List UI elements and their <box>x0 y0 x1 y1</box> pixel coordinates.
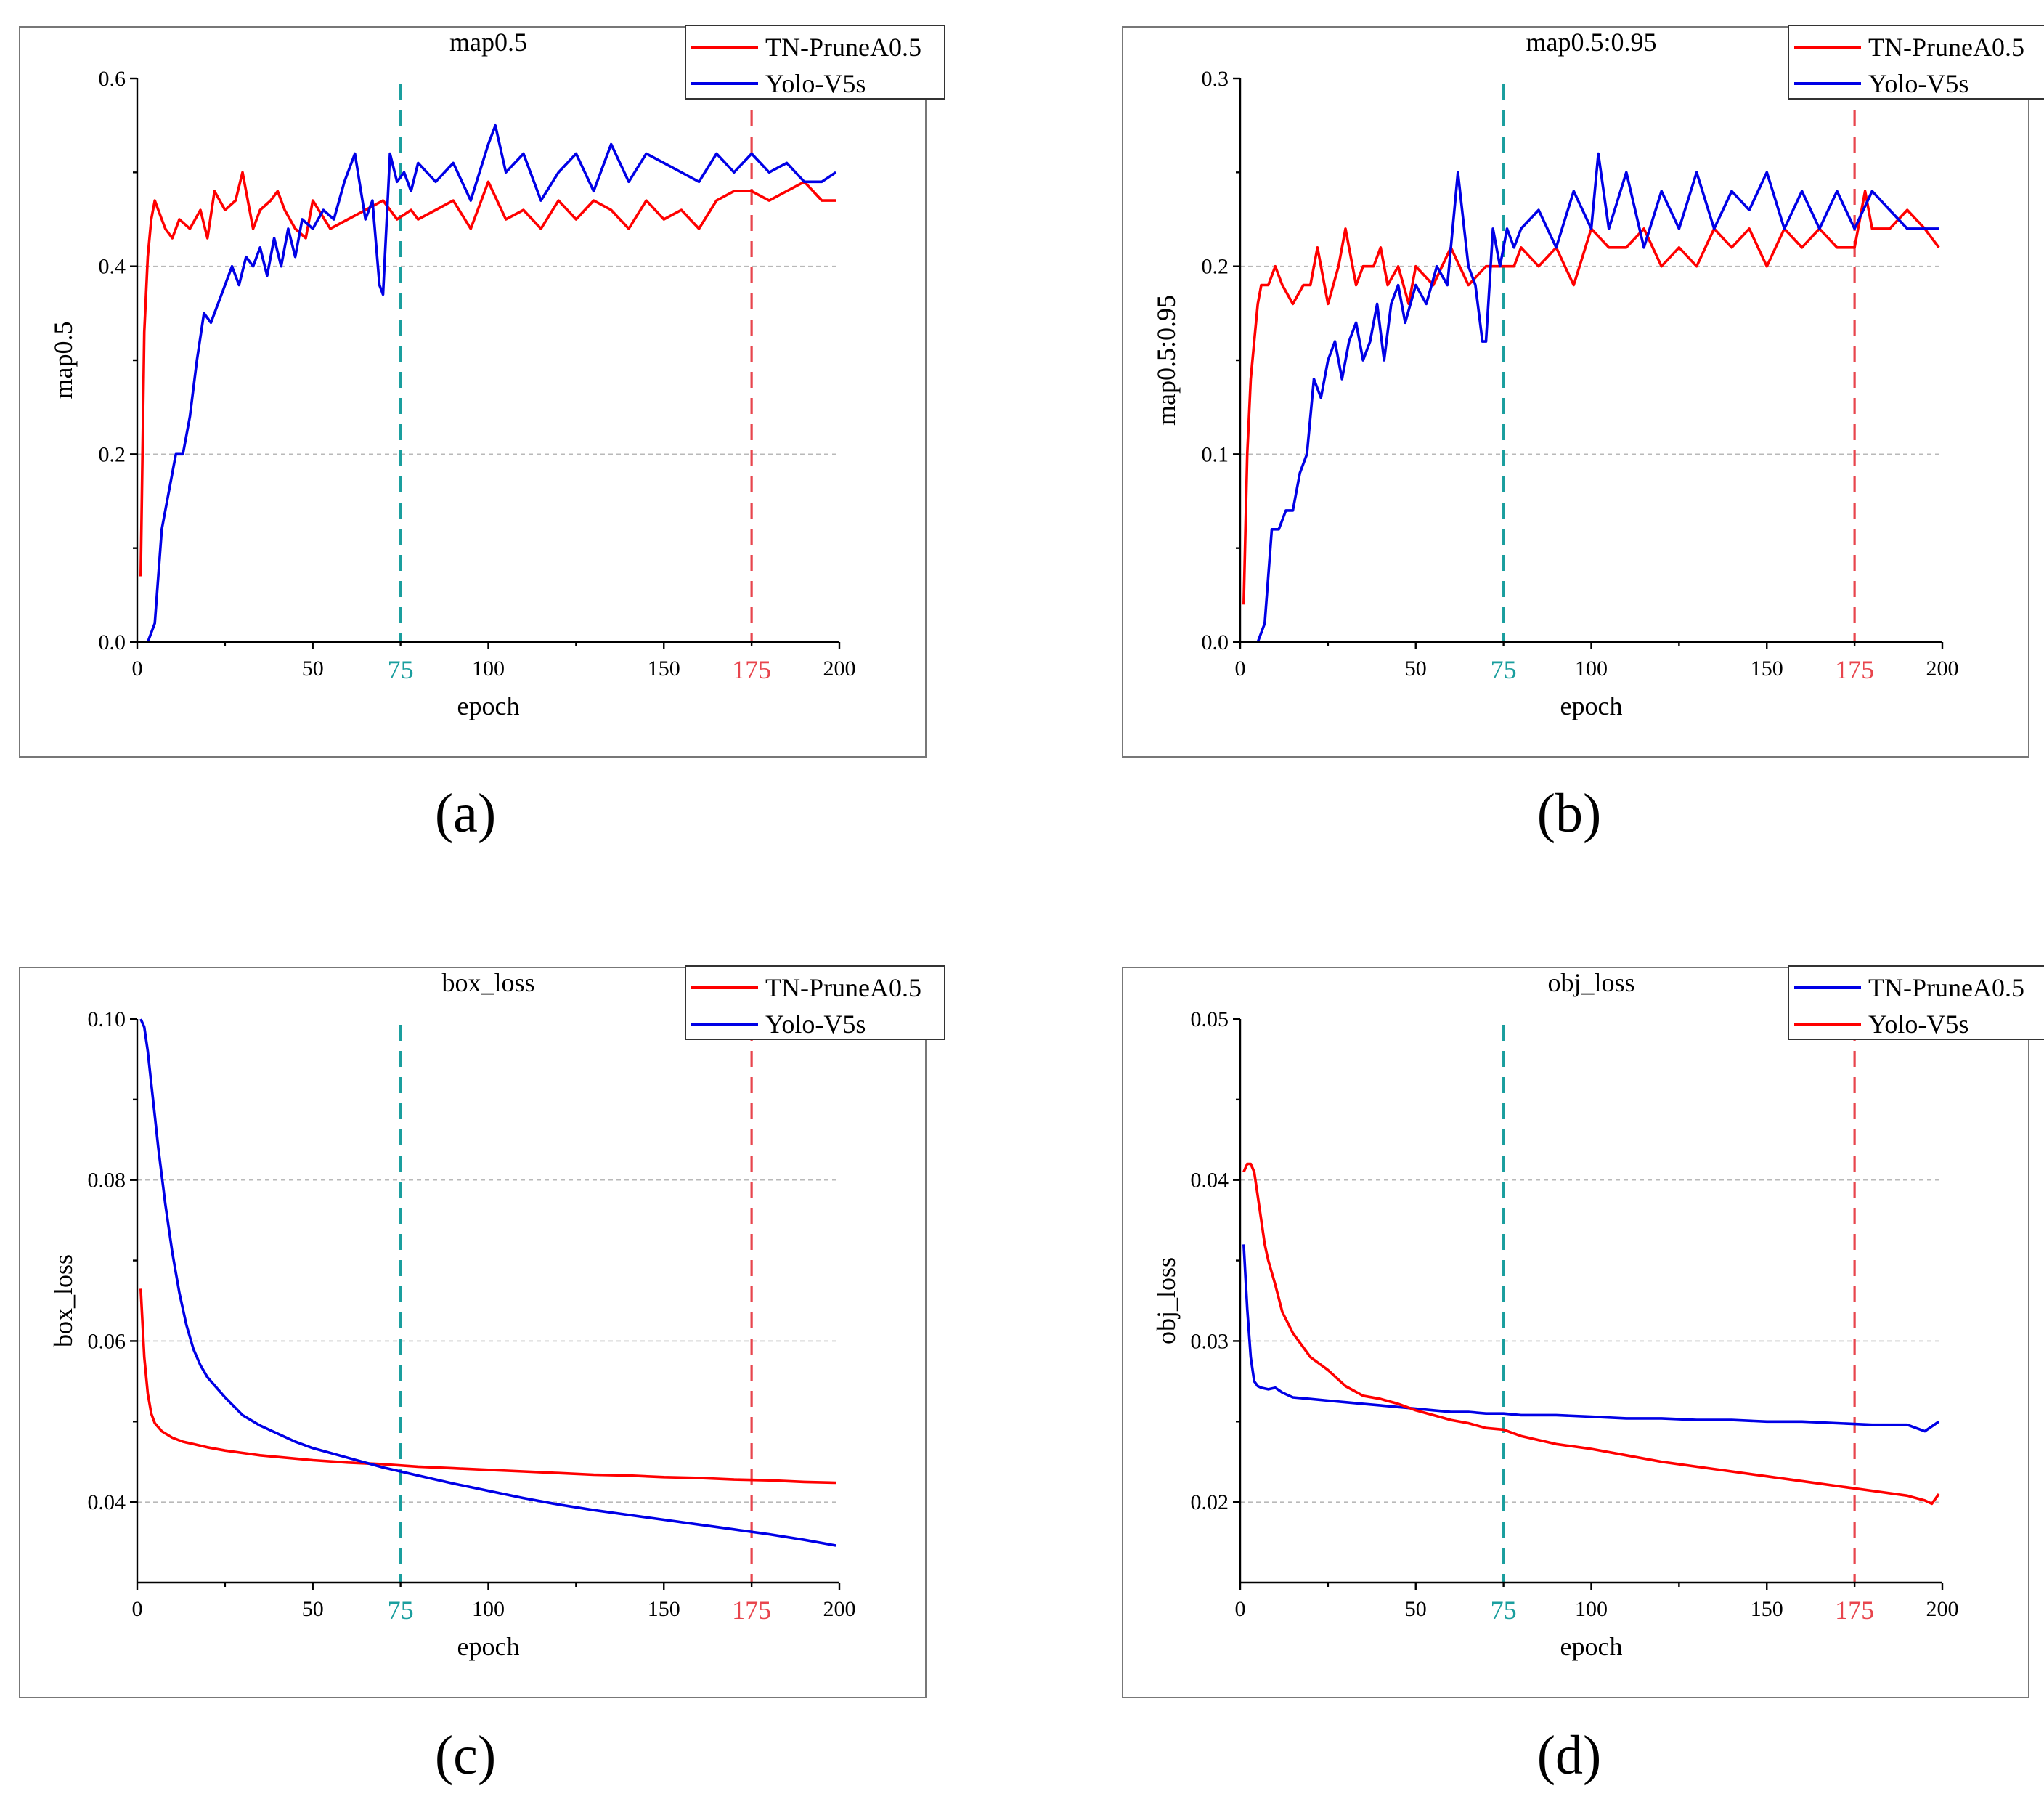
legend-box <box>1788 965 2044 1040</box>
marker-label-175: 175 <box>1835 655 1874 684</box>
marker-label-75: 75 <box>388 655 414 684</box>
x-tick-label: 100 <box>1575 657 1608 681</box>
legend: TN-PruneA0.5 Yolo-V5s <box>685 25 945 100</box>
chart-panel-d: 0.02 0.03 0.04 0.05 0 50 100 150 200 75 175 epoch ob… <box>1122 965 2044 1786</box>
y-axis-label: map0.5 <box>49 322 78 399</box>
series-line-first <box>139 171 836 577</box>
y-tick-label: 0.06 <box>88 1329 126 1353</box>
panel-frame <box>1122 967 2029 1698</box>
marker-label-175: 175 <box>1835 1596 1874 1625</box>
panel-label-a: (a) <box>435 783 496 844</box>
x-tick-label: 0 <box>1235 657 1246 681</box>
panel-label-b: (b) <box>1537 783 1602 844</box>
x-axis-label: epoch <box>457 1632 520 1661</box>
legend-label: Yolo-V5s <box>765 1010 866 1039</box>
series-line-second <box>140 123 837 643</box>
x-tick-label: 50 <box>1405 657 1427 681</box>
marker-label-75: 75 <box>388 1596 414 1625</box>
x-tick-label: 150 <box>1751 1597 1783 1621</box>
series-line-second <box>1243 152 1939 643</box>
x-tick-label: 100 <box>1575 1597 1608 1621</box>
marker-label-75: 75 <box>1491 1596 1517 1625</box>
x-tick-label: 100 <box>472 1597 505 1621</box>
y-tick-label: 0.2 <box>99 442 126 466</box>
y-tick-label: 0.6 <box>99 67 126 91</box>
legend-label: Yolo-V5s <box>1868 69 1968 98</box>
x-tick-label: 150 <box>648 657 680 681</box>
x-tick-label: 0 <box>132 1597 143 1621</box>
y-tick-label: 0.10 <box>88 1007 126 1031</box>
panel-frame <box>19 967 927 1698</box>
y-axis-label: obj_loss <box>1152 1257 1181 1344</box>
marker-label-175: 175 <box>732 655 771 684</box>
y-tick-label: 0.3 <box>1202 67 1229 91</box>
legend: TN-PruneA0.5 Yolo-V5s <box>1788 965 2044 1040</box>
legend: TN-PruneA0.5 Yolo-V5s <box>685 965 945 1040</box>
series-line-second <box>1242 1162 1940 1506</box>
legend-label: TN-PruneA0.5 <box>765 33 921 62</box>
legend-label: Yolo-V5s <box>765 69 866 98</box>
series-line-first <box>139 1288 836 1485</box>
x-tick-label: 100 <box>472 657 505 681</box>
series-line-first <box>1242 190 1940 605</box>
x-tick-label: 150 <box>648 1597 680 1621</box>
y-tick-label: 0.0 <box>99 630 126 654</box>
legend-box <box>1788 25 2044 100</box>
legend-box <box>685 25 945 100</box>
x-tick-label: 50 <box>1405 1597 1427 1621</box>
y-tick-label: 0.4 <box>99 255 126 279</box>
x-axis-label: epoch <box>1560 1632 1623 1661</box>
y-axis-label: box_loss <box>49 1254 78 1347</box>
series-line-first <box>1242 1244 1940 1433</box>
x-tick-label: 50 <box>302 657 324 681</box>
legend-box <box>685 965 945 1040</box>
x-tick-label: 0 <box>1235 1597 1246 1621</box>
series-line-second <box>139 1018 836 1547</box>
x-tick-label: 200 <box>823 1597 856 1621</box>
legend-label: TN-PruneA0.5 <box>1868 33 2024 62</box>
y-tick-label: 0.02 <box>1191 1490 1229 1514</box>
chart-panel-b: 0.0 0.1 0.2 0.3 0 50 100 150 200 75 175 epoch map0.5… <box>1122 25 2044 844</box>
plot-title: map0.5 <box>449 28 527 57</box>
panel-frame <box>19 26 927 758</box>
marker-label-75: 75 <box>1491 655 1517 684</box>
x-axis-label: epoch <box>457 691 520 720</box>
y-tick-label: 0.03 <box>1191 1329 1229 1353</box>
y-tick-label: 0.04 <box>1191 1169 1229 1193</box>
y-tick-label: 0.1 <box>1202 442 1229 466</box>
panel-label-c: (c) <box>435 1725 496 1786</box>
marker-label-175: 175 <box>732 1596 771 1625</box>
y-tick-label: 0.05 <box>1191 1007 1229 1031</box>
y-tick-label: 0.04 <box>88 1490 126 1514</box>
x-tick-label: 150 <box>1751 657 1783 681</box>
legend-label: Yolo-V5s <box>1868 1010 1968 1039</box>
x-tick-label: 200 <box>823 657 856 681</box>
x-tick-label: 0 <box>132 657 143 681</box>
chart-panel-a: 0.0 0.2 0.4 0.6 0 50 100 150 200 75 175 epoch map0.5… <box>19 25 945 844</box>
plot-title: box_loss <box>441 968 534 997</box>
y-tick-label: 0.0 <box>1202 630 1229 654</box>
x-tick-label: 200 <box>1926 657 1959 681</box>
x-tick-label: 200 <box>1926 1597 1959 1621</box>
legend-label: TN-PruneA0.5 <box>1868 973 2024 1002</box>
y-axis-label: map0.5:0.95 <box>1152 295 1181 426</box>
legend-label: TN-PruneA0.5 <box>765 973 921 1002</box>
legend: TN-PruneA0.5 Yolo-V5s <box>1788 25 2044 100</box>
chart-panel-c: 0.04 0.06 0.08 0.10 0 50 100 150 200 75 175 epoch bo… <box>19 965 945 1786</box>
plot-title: obj_loss <box>1547 968 1634 997</box>
y-tick-label: 0.08 <box>88 1169 126 1193</box>
x-axis-label: epoch <box>1560 691 1623 720</box>
y-tick-label: 0.2 <box>1202 255 1229 279</box>
x-tick-label: 50 <box>302 1597 324 1621</box>
panel-label-d: (d) <box>1537 1725 1602 1786</box>
plot-title: map0.5:0.95 <box>1526 28 1657 57</box>
panel-frame <box>1122 26 2029 758</box>
